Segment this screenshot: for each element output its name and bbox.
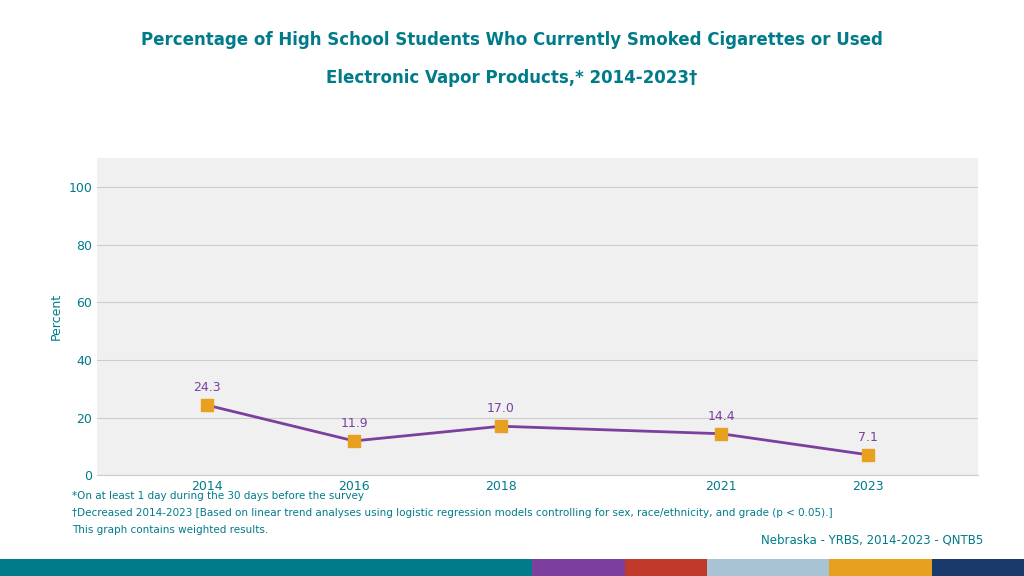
Point <box>493 422 509 431</box>
Text: Electronic Vapor Products,* 2014-2023†: Electronic Vapor Products,* 2014-2023† <box>327 69 697 87</box>
Text: 11.9: 11.9 <box>340 417 368 430</box>
Text: 14.4: 14.4 <box>708 410 735 423</box>
Text: Percentage of High School Students Who Currently Smoked Cigarettes or Used: Percentage of High School Students Who C… <box>141 31 883 50</box>
Point <box>859 450 876 460</box>
Y-axis label: Percent: Percent <box>50 293 63 340</box>
Text: *On at least 1 day during the 30 days before the survey: *On at least 1 day during the 30 days be… <box>72 491 364 501</box>
Text: Nebraska - YRBS, 2014-2023 - QNTB5: Nebraska - YRBS, 2014-2023 - QNTB5 <box>761 533 983 546</box>
Text: 7.1: 7.1 <box>858 431 878 444</box>
Point <box>199 401 215 410</box>
Point <box>346 437 362 446</box>
Text: 17.0: 17.0 <box>487 402 515 415</box>
Point <box>713 429 729 438</box>
Text: 24.3: 24.3 <box>194 381 221 394</box>
Text: This graph contains weighted results.: This graph contains weighted results. <box>72 525 268 535</box>
Text: †Decreased 2014-2023 [Based on linear trend analyses using logistic regression m: †Decreased 2014-2023 [Based on linear tr… <box>72 508 833 518</box>
